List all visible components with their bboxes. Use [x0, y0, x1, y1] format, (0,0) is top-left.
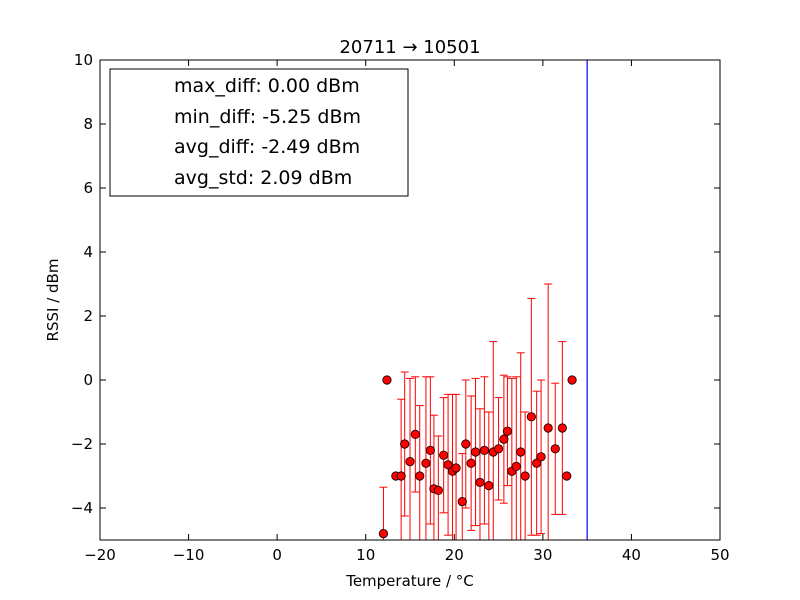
y-tick-label: 6 [83, 179, 93, 197]
y-tick-label: 10 [74, 51, 93, 69]
data-point [405, 456, 415, 467]
legend-entry-avg-std: avg_std: 2.09 dBm [174, 167, 352, 189]
data-point [499, 434, 509, 444]
x-tick-label: 0 [272, 546, 282, 564]
data-point [470, 447, 481, 457]
x-tick-label: 50 [710, 546, 729, 564]
data-point [433, 485, 443, 495]
data-point [550, 444, 560, 454]
data-point [536, 452, 546, 462]
chart-title: 20711 → 10501 [339, 37, 480, 58]
x-tick-label: 10 [356, 546, 375, 564]
data-point [415, 471, 425, 481]
data-point [479, 445, 489, 455]
x-tick-label: 40 [622, 546, 641, 564]
legend-entry-min-diff: min_diff: -5.25 dBm [174, 106, 361, 128]
data-point [425, 445, 435, 455]
data-point [378, 528, 389, 539]
data-point [557, 423, 567, 433]
plot-frame [99, 59, 721, 541]
data-point [457, 496, 467, 507]
y-tick-label: 4 [83, 243, 93, 261]
legend-entry-max-diff: max_diff: 0.00 dBm [174, 75, 360, 97]
x-tick-label: 20 [445, 546, 464, 564]
legend-box [109, 68, 409, 197]
data-point [532, 458, 542, 468]
x-axis-label: Temperature / °C [345, 572, 474, 590]
data-point [382, 375, 392, 385]
y-tick-label: 0 [83, 371, 93, 389]
data-point [567, 375, 577, 385]
data-point [484, 480, 494, 491]
data-point [502, 426, 513, 436]
y-tick-label: −4 [71, 499, 93, 517]
y-tick-label: 8 [83, 115, 93, 133]
data-point [511, 461, 521, 471]
x-tick-label: −20 [84, 546, 116, 564]
data-point [410, 429, 420, 439]
data-point [451, 463, 461, 473]
data-point [443, 460, 453, 470]
legend-entry-avg-diff: avg_diff: -2.49 dBm [174, 136, 360, 158]
data-point [461, 439, 471, 449]
data-point [526, 412, 536, 422]
data-point [396, 471, 406, 481]
data-point [466, 458, 476, 468]
y-tick-label: −2 [71, 435, 93, 453]
data-point [439, 450, 449, 460]
data-point [543, 423, 553, 433]
legend: max_diff: 0.00 dBm min_diff: -5.25 dBm a… [109, 68, 409, 197]
data-point [516, 447, 526, 457]
y-tick-label: 2 [83, 307, 93, 325]
x-tick-label: 30 [533, 546, 552, 564]
y-axis-label: RSSI / dBm [44, 259, 62, 342]
data-point [493, 444, 504, 454]
data-point [562, 471, 572, 481]
data-point [520, 471, 530, 481]
x-tick-label: −10 [173, 546, 205, 564]
data-point [400, 439, 410, 449]
plot-area [378, 60, 588, 540]
series-group [378, 60, 588, 540]
data-point [421, 458, 431, 468]
data-point [475, 477, 485, 487]
